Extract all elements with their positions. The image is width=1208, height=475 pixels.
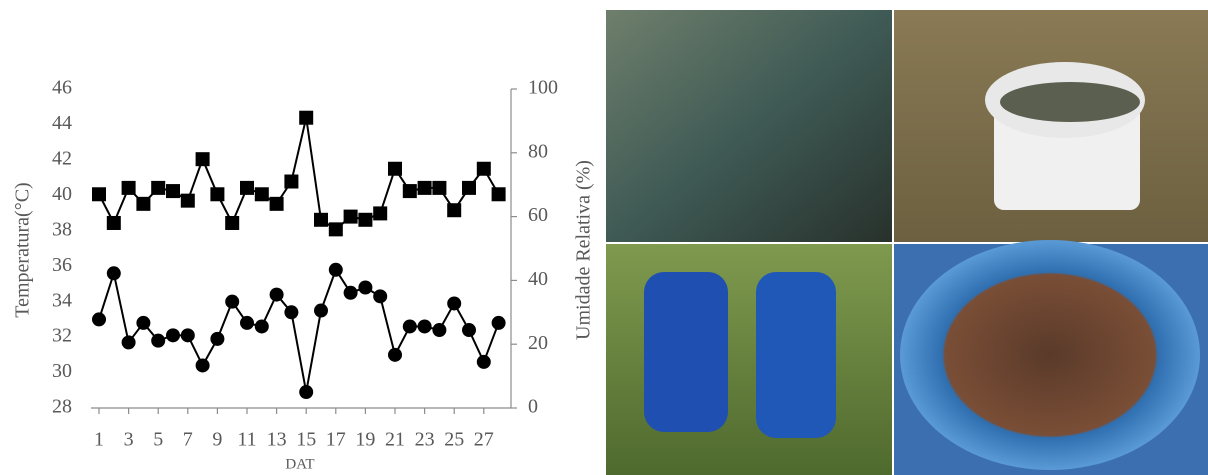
clay-balls [900,240,1200,470]
x-tick-label: 27 [474,429,494,451]
point [151,181,165,195]
y-tick-label: 38 [52,218,72,240]
point [344,286,358,300]
point [92,187,106,201]
point [210,187,224,201]
x-tick-label: 19 [355,429,375,451]
y-tick-label: 42 [52,147,72,169]
x-axis-label: DAT [285,456,314,472]
point [329,263,343,277]
point [122,181,136,195]
point [255,319,269,333]
x-tick-label: 7 [183,429,193,451]
point [122,335,136,349]
point [403,184,417,198]
point [299,385,313,399]
x-tick-label: 3 [124,429,134,451]
x-tick-label: 15 [296,429,316,451]
y-tick-label: 44 [52,112,72,134]
y2-tick-label: 40 [528,268,548,290]
photos [606,10,1208,475]
point [136,316,150,330]
x-tick-label: 25 [444,429,464,451]
point [270,288,284,302]
y-tick-label: 30 [52,360,72,382]
point [418,181,432,195]
point [344,210,358,224]
x-tick-label: 1 [94,429,104,451]
y-tick-label: 32 [52,325,72,347]
point [477,162,491,176]
point [92,312,106,326]
point [477,355,491,369]
y-tick-label: 40 [52,183,72,205]
y2-tick-label: 80 [528,140,548,162]
point [492,187,506,201]
point [196,152,210,166]
point [284,175,298,189]
photo-fish-tank [606,10,892,242]
y-tick-label: 34 [52,289,72,311]
point [225,295,239,309]
y-tick-label: 36 [52,254,72,276]
y2-axis-label: Umidade Relativa (%) [573,160,595,340]
point [358,213,372,227]
point [166,184,180,198]
point [181,194,195,208]
x-tick-label: 11 [237,429,256,451]
fish [1000,82,1140,122]
point [418,319,432,333]
y-tick-label: 28 [52,396,72,418]
point [196,358,210,372]
x-tick-label: 23 [415,429,435,451]
point [388,348,402,362]
x-tick-label: 13 [267,429,287,451]
point [373,289,387,303]
point [284,305,298,319]
point [462,181,476,195]
y2-tick-label: 0 [528,396,538,418]
point [225,216,239,230]
point [403,319,417,333]
point [210,332,224,346]
point [151,334,165,348]
point [166,328,180,342]
chart: Temperatura(°C) Umidade Relativa (%) DAT… [12,77,595,473]
point [373,206,387,220]
x-tick-label: 17 [326,429,346,451]
point [432,323,446,337]
barrel [644,272,728,432]
point [107,216,121,230]
point [270,197,284,211]
barrel [756,272,836,438]
point [447,296,461,310]
point [299,111,313,125]
x-tick-label: 9 [212,429,222,451]
point [107,266,121,280]
figure: Temperatura(°C) Umidade Relativa (%) DAT… [0,0,1208,475]
point [240,316,254,330]
point [329,222,343,236]
y-tick-label: 46 [52,77,72,99]
point [181,328,195,342]
point [432,181,446,195]
point [388,162,402,176]
y2-tick-label: 60 [528,204,548,226]
point [447,203,461,217]
x-tick-label: 21 [385,429,405,451]
point [240,181,254,195]
y2-tick-label: 20 [528,332,548,354]
point [314,304,328,318]
y-axis-label: Temperatura(°C) [12,182,34,317]
point [358,280,372,294]
series-line [99,118,499,230]
point [255,187,269,201]
point [314,213,328,227]
x-tick-label: 5 [153,429,163,451]
point [136,197,150,211]
page: {"chart_data": {"type": "line", "xlabel"… [0,0,1208,475]
point [492,316,506,330]
y2-tick-label: 100 [528,77,558,99]
point [462,323,476,337]
